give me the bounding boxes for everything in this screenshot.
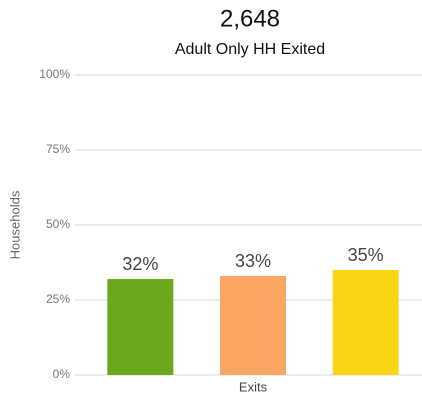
value-label: 32%	[122, 254, 158, 274]
bar	[107, 279, 174, 375]
value-label: 35%	[348, 245, 384, 265]
y-tick-label: 50%	[46, 217, 70, 231]
y-tick-label: 75%	[46, 142, 70, 156]
bar	[332, 270, 399, 375]
chart-title: 2,648	[220, 5, 280, 32]
y-tick-label: 0%	[53, 367, 71, 381]
y-tick-label: 100%	[39, 67, 70, 81]
x-axis-label: Exits	[239, 379, 268, 394]
y-tick-label: 25%	[46, 292, 70, 306]
y-axis-label: Households	[7, 190, 22, 259]
value-label: 33%	[235, 251, 271, 271]
chart-subtitle: Adult Only HH Exited	[175, 41, 325, 58]
bar	[219, 276, 287, 375]
